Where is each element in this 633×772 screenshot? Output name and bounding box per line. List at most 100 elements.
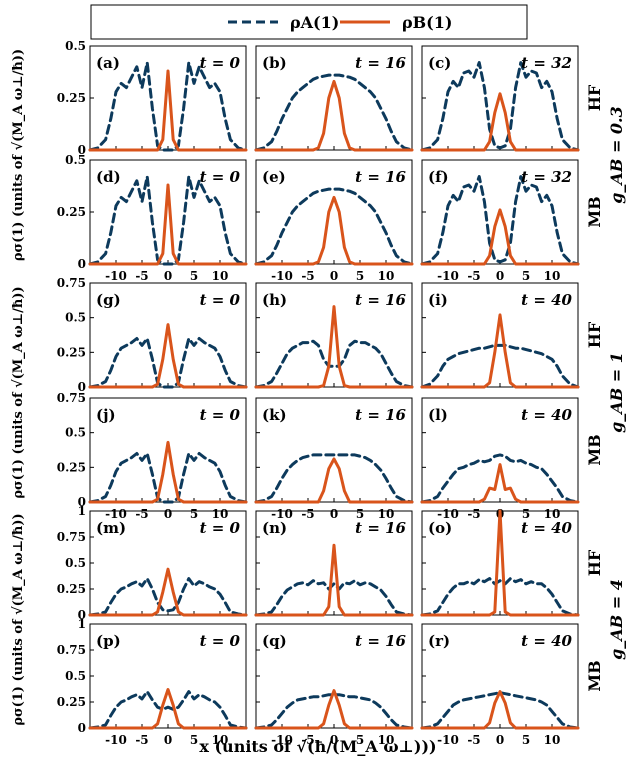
panel-a: 0 0.25 0.5 (a) t = 0 bbox=[57, 39, 248, 157]
y-axis-label: ρσ(1) (units of √(M_A ω⊥/ħ)) bbox=[11, 286, 26, 498]
panel-label: (c) bbox=[428, 54, 451, 72]
time-label: t = 40 bbox=[521, 519, 572, 537]
y-tick-label: 0.25 bbox=[57, 91, 86, 105]
x-tick-label: 5 bbox=[356, 733, 364, 747]
time-label: t = 32 bbox=[521, 54, 572, 72]
panel-label: (g) bbox=[96, 291, 121, 309]
row-method-label: HF bbox=[585, 321, 604, 348]
y-tick-label: 0.75 bbox=[57, 530, 86, 544]
panel-r: -10 -5 0 5 10 (r) t = 40 bbox=[420, 623, 580, 747]
panel-c: (c) t = 32 bbox=[420, 45, 580, 152]
series-a-line bbox=[88, 690, 248, 730]
legend-series-b-label: ρB(1) bbox=[402, 13, 452, 32]
x-tick-label: 0 bbox=[164, 733, 172, 747]
series-a-line bbox=[254, 693, 414, 730]
time-label: t = 16 bbox=[355, 291, 406, 309]
panel-label: (j) bbox=[96, 406, 116, 424]
y-tick-label: 1 bbox=[78, 504, 86, 518]
time-label: t = 32 bbox=[521, 168, 572, 186]
x-tick-label: -10 bbox=[271, 269, 293, 283]
panel-q: -10 -5 0 5 10 (q) t = 16 bbox=[254, 623, 414, 747]
x-tick-label: 0 bbox=[164, 507, 172, 521]
series-a-line bbox=[88, 175, 248, 266]
y-tick-label: 0 bbox=[78, 608, 86, 622]
y-tick-label: 0.25 bbox=[57, 460, 86, 474]
panel-p: 0 0.25 0.5 0.75 1 -10 -5 0 5 10 (p) t = 0 bbox=[57, 617, 248, 747]
legend-box bbox=[90, 4, 528, 40]
series-a-line bbox=[420, 343, 580, 389]
x-tick-label: 0 bbox=[330, 269, 338, 283]
x-tick-label: -5 bbox=[301, 733, 314, 747]
x-tick-label: -5 bbox=[301, 269, 314, 283]
series-a-line bbox=[420, 577, 580, 617]
x-tick-label: 10 bbox=[378, 733, 395, 747]
y-tick-label: 0.25 bbox=[57, 205, 86, 219]
x-axis-label: x (units of √(ħ/(M_A ω⊥))) bbox=[199, 737, 436, 756]
y-tick-label: 0 bbox=[78, 495, 86, 509]
panel-grid: 00.250.5(a) t = 0 (b) t = 16 (c) t = 3200.250… bbox=[57, 39, 580, 747]
panel-label: (m) bbox=[96, 519, 126, 537]
x-tick-label: -5 bbox=[467, 733, 480, 747]
series-a-line bbox=[254, 339, 414, 389]
panel-label: (b) bbox=[262, 54, 287, 72]
panel-d: 0 0.25 0.5 -10 -5 0 5 10 (d) t = 0 bbox=[57, 153, 248, 283]
panel-label: (o) bbox=[428, 519, 452, 537]
series-b-line bbox=[254, 457, 414, 504]
panel-o: (o) t = 40 bbox=[420, 509, 580, 617]
panel-b: (b) t = 16 bbox=[254, 45, 414, 152]
series-a-line bbox=[420, 453, 580, 504]
x-tick-label: 0 bbox=[496, 733, 504, 747]
time-label: t = 16 bbox=[355, 406, 406, 424]
series-b-line bbox=[420, 463, 580, 504]
series-a-line bbox=[254, 187, 414, 266]
series-b-line bbox=[420, 690, 580, 730]
x-tick-label: 5 bbox=[190, 269, 198, 283]
panel-label: (a) bbox=[96, 54, 120, 72]
series-a-line bbox=[420, 175, 580, 266]
x-tick-label: 10 bbox=[544, 733, 561, 747]
series-b-line bbox=[420, 509, 580, 617]
panel-k: -10 -5 0 5 10(k) t = 16 bbox=[254, 397, 414, 521]
panel-i: (i) t = 40 bbox=[420, 282, 580, 389]
y-tick-label: 0 bbox=[78, 380, 86, 394]
time-label: t = 0 bbox=[200, 406, 241, 424]
panel-j: 00.250.50.75-10 -5 0 5 10(j) t = 0 bbox=[57, 391, 248, 521]
x-tick-label: -10 bbox=[271, 733, 293, 747]
y-tick-label: 0 bbox=[78, 143, 86, 157]
panel-h: (h) t = 16 bbox=[254, 282, 414, 389]
series-a-line bbox=[254, 453, 414, 504]
x-tick-label: 5 bbox=[522, 269, 530, 283]
time-label: t = 0 bbox=[200, 168, 241, 186]
y-tick-label: 0.75 bbox=[57, 276, 86, 290]
y-tick-label: 0 bbox=[78, 721, 86, 735]
panel-g: 0 0.25 0.5 0.75 (g) t = 0 bbox=[57, 276, 248, 394]
y-tick-label: 0.5 bbox=[65, 153, 86, 167]
panel-label: (f) bbox=[428, 168, 449, 186]
series-b-line bbox=[254, 79, 414, 152]
x-tick-label: -10 bbox=[105, 269, 127, 283]
x-tick-label: -10 bbox=[437, 269, 459, 283]
y-axis-label: ρσ(1) (units of √(M_A ω⊥/ħ)) bbox=[11, 49, 26, 261]
series-a-line bbox=[420, 691, 580, 730]
y-tick-label: 0.5 bbox=[65, 426, 86, 440]
x-tick-label: 5 bbox=[356, 269, 364, 283]
y-tick-label: 0 bbox=[78, 257, 86, 271]
y-tick-label: 0.5 bbox=[65, 556, 86, 570]
series-b-line bbox=[88, 688, 248, 730]
x-tick-label: 5 bbox=[190, 507, 198, 521]
y-tick-label: 0.25 bbox=[57, 695, 86, 709]
series-a-line bbox=[88, 452, 248, 504]
x-tick-label: 5 bbox=[522, 733, 530, 747]
panel-n: (n) t = 16 bbox=[254, 510, 414, 617]
y-axis-label: ρσ(1) (units of √(M_A ω⊥/ħ)) bbox=[11, 513, 26, 725]
series-a-line bbox=[254, 579, 414, 617]
series-b-line bbox=[420, 313, 580, 389]
x-tick-label: 0 bbox=[330, 507, 338, 521]
series-b-line bbox=[420, 208, 580, 266]
time-label: t = 0 bbox=[200, 519, 241, 537]
legend: ρA(1) ρB(1) bbox=[90, 4, 528, 40]
x-tick-label: -5 bbox=[301, 507, 314, 521]
panel-label: (l) bbox=[428, 406, 448, 424]
series-a-line bbox=[420, 61, 580, 152]
